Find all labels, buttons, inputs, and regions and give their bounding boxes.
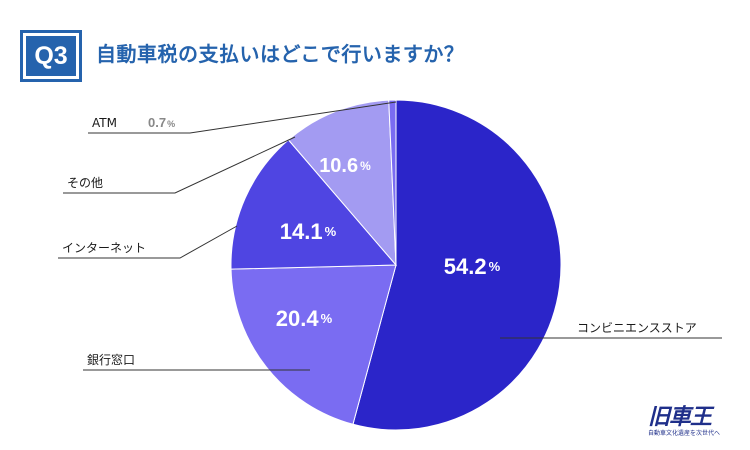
pie-slice xyxy=(388,99,397,266)
pie-slice xyxy=(287,99,397,267)
leader-line xyxy=(63,136,296,194)
question-title: 自動車税の支払いはどこで行いますか？ xyxy=(96,42,465,66)
brand-logo: 旧車王 自動車文化遺産を次世代へ xyxy=(648,406,740,442)
category-label: コンビニエンスストア xyxy=(577,321,697,335)
category-label: インターネット xyxy=(62,241,146,255)
category-label: 銀行窓口 xyxy=(87,352,135,367)
leader-line xyxy=(88,101,397,134)
data-label: 14.1% xyxy=(280,219,337,244)
data-label-value: 0.7 xyxy=(148,115,166,130)
logo-mark: 旧車王 xyxy=(648,405,712,430)
data-label-value: 10.6 xyxy=(319,155,358,177)
data-label-unit: % xyxy=(489,259,501,274)
data-label-unit: % xyxy=(167,119,175,129)
data-label: 10.6% xyxy=(319,155,371,177)
data-label-value: 14.1 xyxy=(280,219,323,244)
data-label: 0.7% xyxy=(148,115,175,130)
logo-tagline: 自動車文化遺産を次世代へ xyxy=(648,430,721,437)
data-label-unit: % xyxy=(325,224,337,239)
category-label: ATM xyxy=(92,116,117,130)
question-number: Q3 xyxy=(26,36,76,76)
data-label-value: 20.4 xyxy=(276,306,320,331)
leader-line xyxy=(58,225,238,259)
question-badge: Q3 xyxy=(20,30,82,82)
data-label: 54.2% xyxy=(444,254,501,279)
data-label-unit: % xyxy=(321,311,333,326)
data-label-value: 54.2 xyxy=(444,254,487,279)
pie-slice xyxy=(230,139,398,270)
pie-slice xyxy=(230,264,397,425)
pie-slice xyxy=(352,99,562,431)
category-label: その他 xyxy=(67,176,103,190)
data-label-unit: % xyxy=(360,159,371,173)
data-label: 20.4% xyxy=(276,306,333,331)
